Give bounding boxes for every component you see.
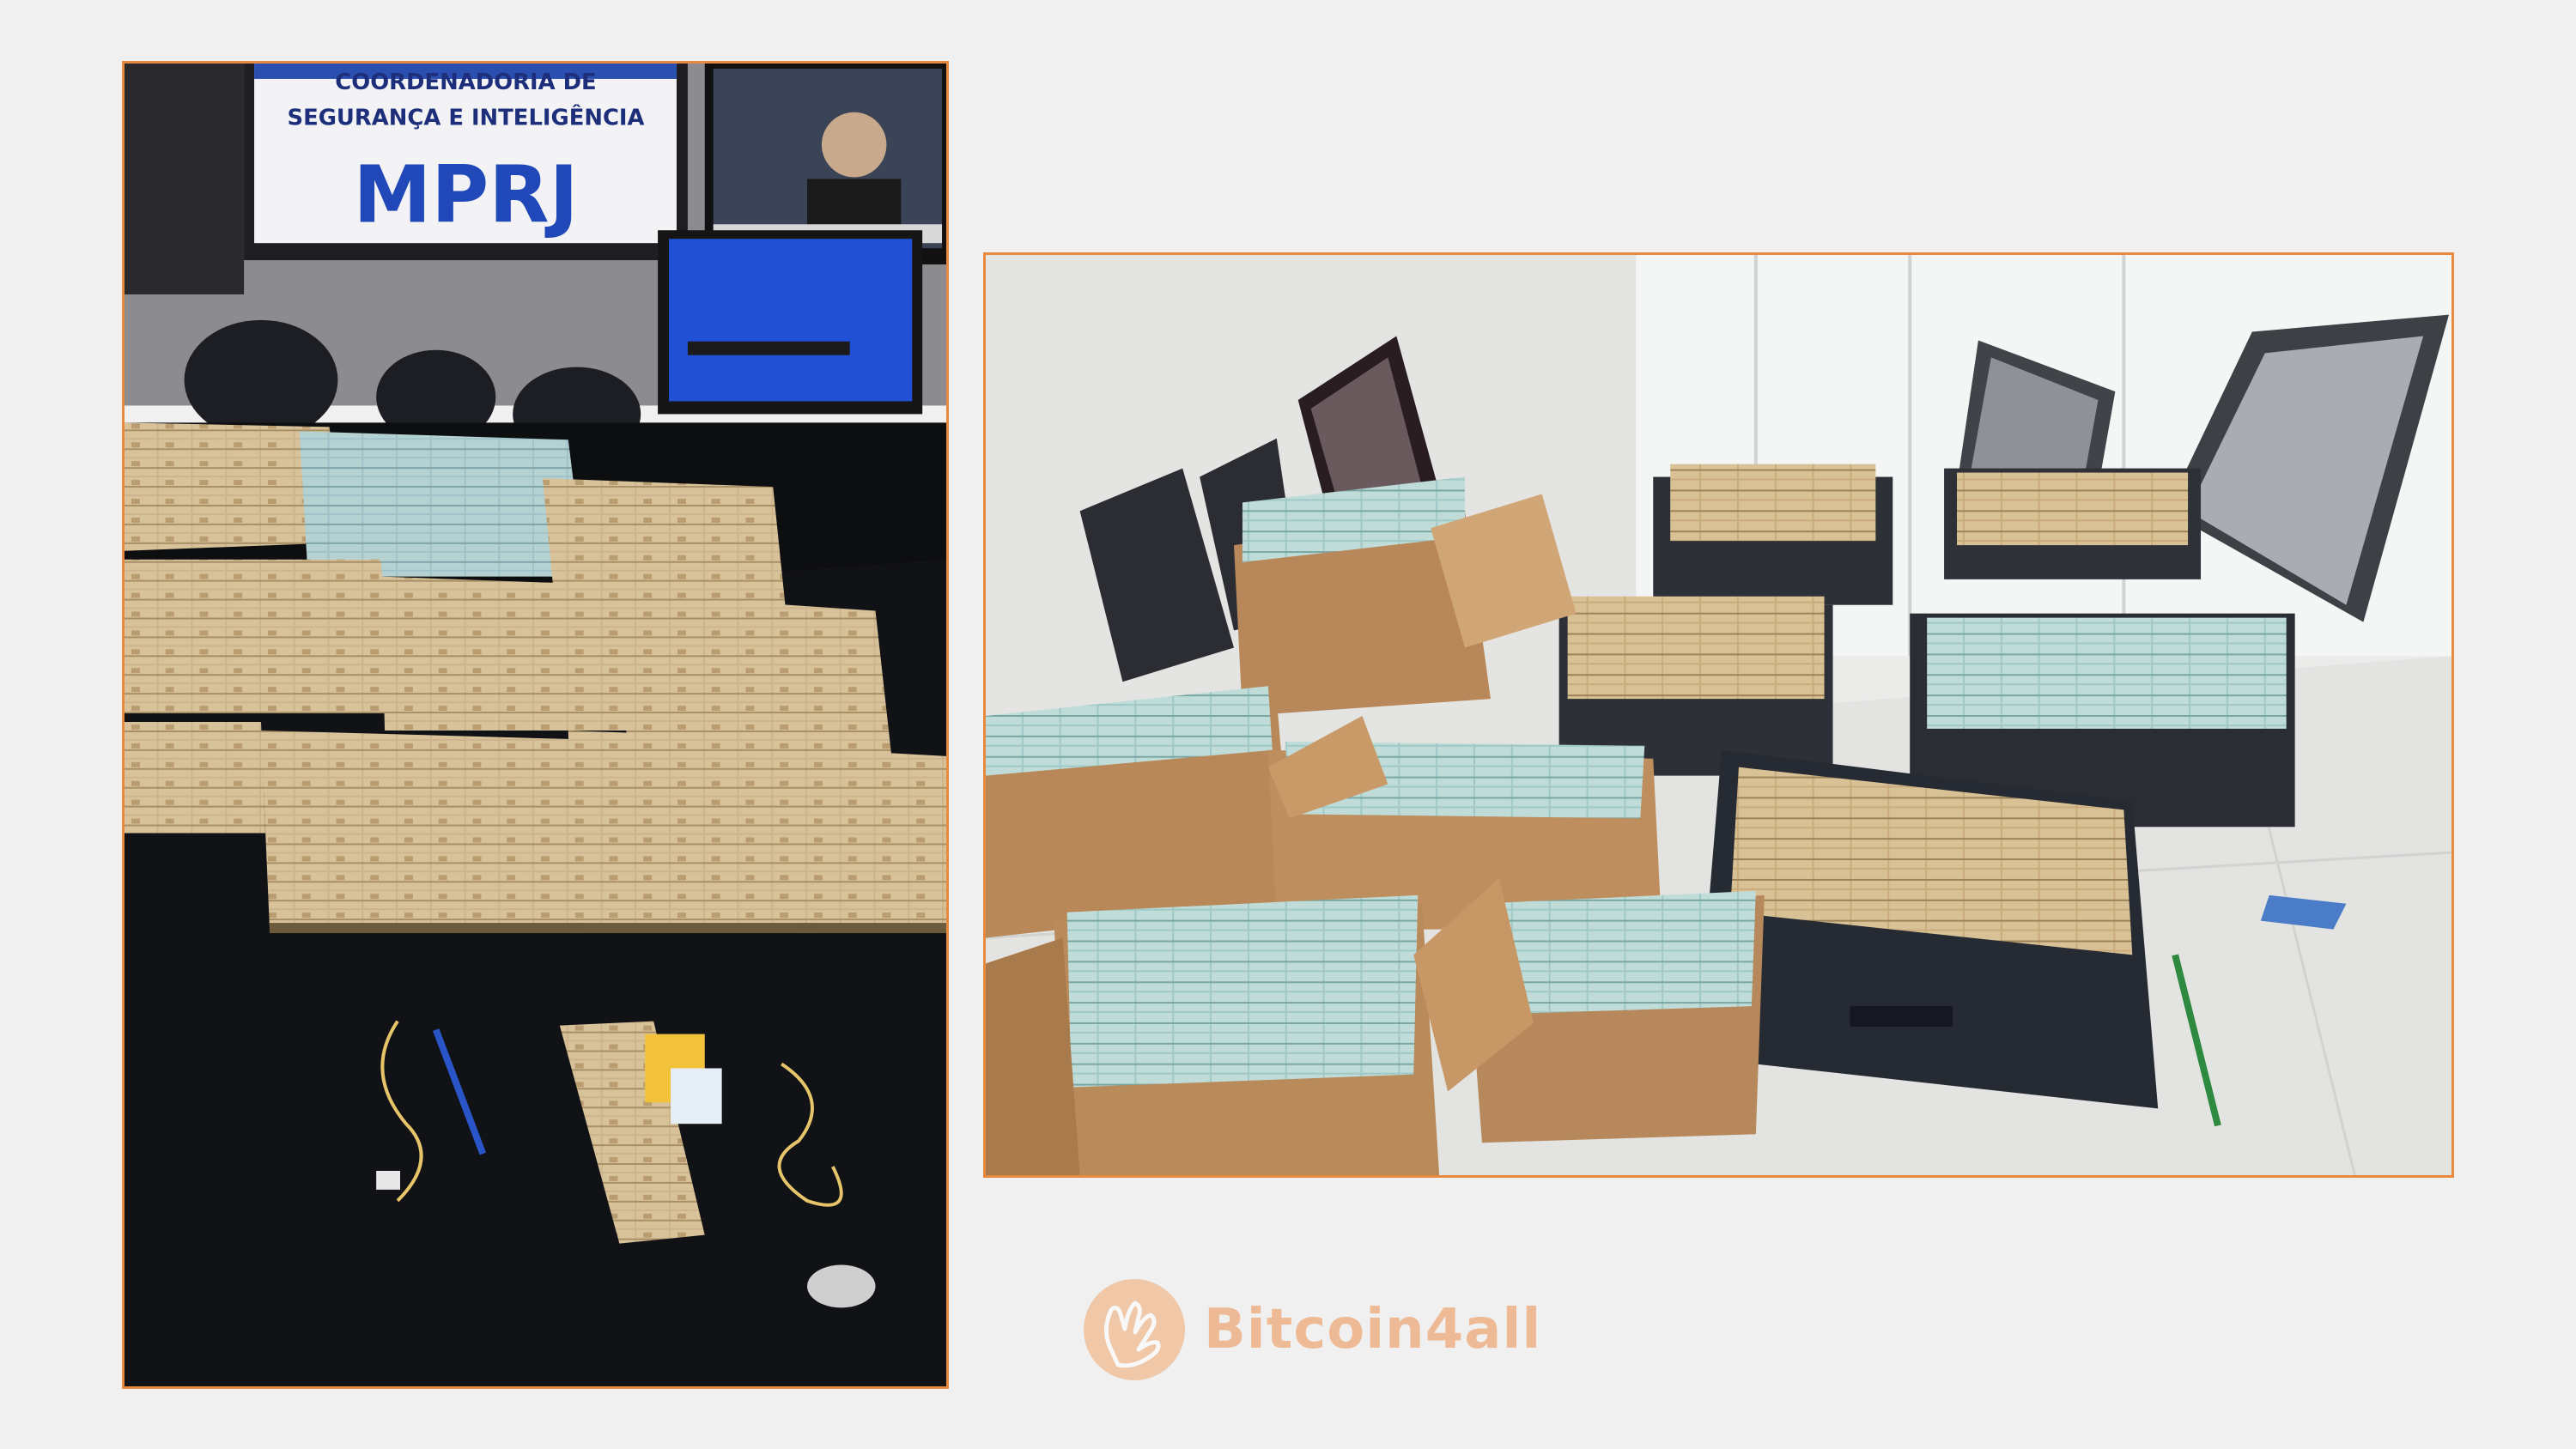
screen-text-1: COORDENADORIA DE: [335, 70, 596, 95]
money-in-suitcases-photo: [986, 255, 2451, 1175]
hands-logo-icon: [1084, 1279, 1185, 1380]
screen-text-2: SEGURANÇA E INTELIGÊNCIA: [287, 104, 644, 131]
right-photo-frame: [983, 252, 2454, 1178]
brand-name: Bitcoin4all: [1204, 1298, 1542, 1361]
brand-watermark: Bitcoin4all: [1084, 1279, 1541, 1380]
left-photo-frame: COORDENADORIA DE SEGURANÇA E INTELIGÊNCI…: [122, 61, 949, 1389]
screen-text-3: MPRJ: [353, 149, 578, 240]
money-on-table-photo: COORDENADORIA DE SEGURANÇA E INTELIGÊNCI…: [125, 64, 946, 1386]
